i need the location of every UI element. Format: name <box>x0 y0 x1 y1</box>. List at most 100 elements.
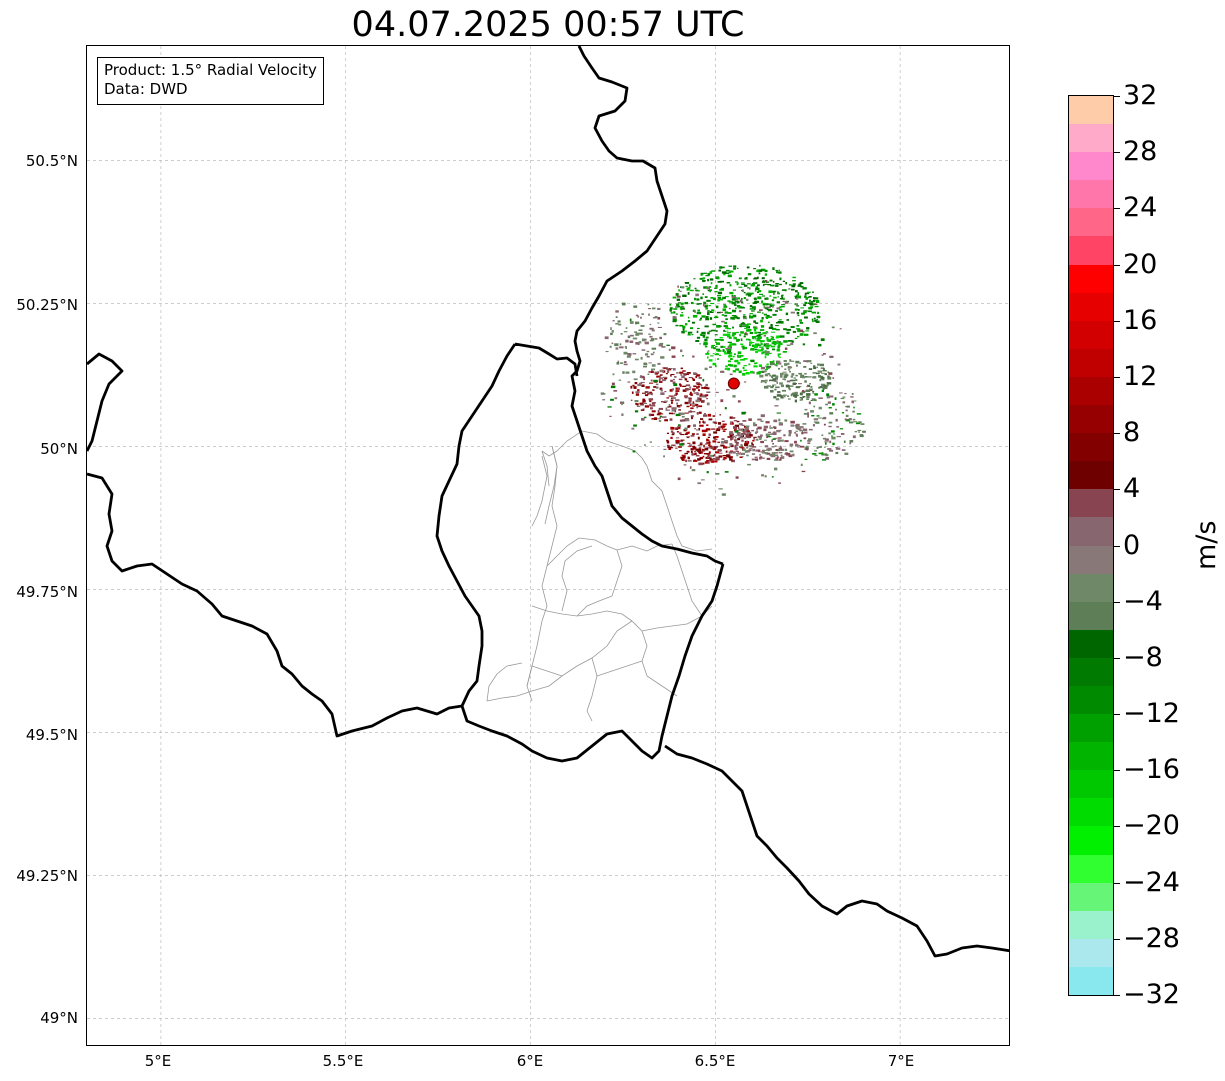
echo-pixel <box>817 363 820 366</box>
echo-pixel <box>735 442 739 444</box>
district-line <box>671 543 703 617</box>
echo-pixel <box>747 323 751 325</box>
echo-pixel <box>692 378 695 381</box>
echo-pixel <box>765 452 769 455</box>
echo-pixel <box>649 335 653 338</box>
echo-pixel <box>707 331 710 335</box>
echo-pixel <box>756 430 759 433</box>
echo-pixel <box>731 315 736 317</box>
echo-pixel <box>675 440 680 444</box>
echo-pixel <box>700 418 704 420</box>
echo-pixel <box>687 320 691 323</box>
echo-pixel <box>816 300 820 303</box>
echo-pixel <box>782 280 786 282</box>
echo-pixel <box>713 347 716 350</box>
echo-pixel <box>601 393 606 395</box>
echo-pixel <box>715 459 720 461</box>
echo-pixel <box>719 414 722 416</box>
echo-pixel <box>845 409 848 412</box>
echo-pixel <box>740 453 743 455</box>
echo-pixel <box>693 278 696 280</box>
echo-pixel <box>691 411 696 413</box>
echo-pixel <box>712 323 717 326</box>
echo-pixel <box>771 375 774 378</box>
radar-map[interactable] <box>86 45 1010 1046</box>
echo-pixel <box>758 364 762 367</box>
colorbar-tick-label: 0 <box>1123 529 1141 561</box>
echo-pixel <box>742 366 745 369</box>
echo-pixel <box>704 305 708 308</box>
echo-pixel <box>653 351 655 354</box>
echo-pixel <box>757 418 762 421</box>
echo-pixel <box>638 329 643 331</box>
echo-pixel <box>666 344 670 346</box>
echo-pixel <box>792 330 797 333</box>
echo-pixel <box>641 384 645 387</box>
echo-pixel <box>801 430 804 433</box>
echo-pixel <box>791 284 796 288</box>
echo-pixel <box>767 321 770 324</box>
echo-pixel <box>781 365 783 368</box>
echo-pixel <box>717 291 723 295</box>
echo-pixel <box>829 395 834 398</box>
echo-pixel <box>651 347 657 350</box>
echo-pixel <box>746 431 752 434</box>
echo-pixel <box>680 374 682 376</box>
echo-pixel <box>750 359 755 363</box>
echo-pixel <box>848 418 852 421</box>
echo-pixel <box>663 401 667 403</box>
echo-pixel <box>744 425 747 428</box>
echo-pixel <box>742 373 746 376</box>
colorbar-segment <box>1069 264 1113 294</box>
echo-pixel <box>709 278 714 281</box>
echo-pixel <box>743 358 748 360</box>
echo-pixel <box>797 292 799 295</box>
echo-pixel <box>681 416 685 418</box>
echo-pixel <box>635 332 639 336</box>
echo-pixel <box>643 362 648 366</box>
echo-pixel <box>649 403 652 407</box>
echo-pixel <box>654 402 656 404</box>
echo-pixel <box>635 314 639 317</box>
echo-pixel <box>726 454 731 458</box>
echo-pixel <box>726 333 731 336</box>
echo-pixel <box>729 435 733 437</box>
echo-pixel <box>758 296 762 300</box>
echo-pixel <box>741 289 744 292</box>
echo-pixel <box>816 366 818 369</box>
echo-pixel <box>828 449 834 452</box>
colorbar-tick-label: 16 <box>1123 304 1158 336</box>
echo-pixel <box>848 421 854 424</box>
echo-pixel <box>782 395 784 397</box>
colorbar-tick <box>1114 938 1120 940</box>
echo-pixel <box>788 340 792 342</box>
echo-pixel <box>740 331 744 334</box>
echo-pixel <box>679 419 685 422</box>
radar-site-marker <box>727 377 740 390</box>
echo-pixel <box>716 339 721 341</box>
echo-pixel <box>807 442 811 444</box>
echo-pixel <box>761 457 765 459</box>
colorbar-tick <box>1114 770 1120 772</box>
echo-pixel <box>816 446 819 449</box>
colorbar-segment <box>1069 882 1113 912</box>
echo-pixel <box>772 313 777 316</box>
echo-pixel <box>813 418 819 421</box>
echo-pixel <box>802 287 807 290</box>
echo-pixel <box>777 354 780 357</box>
echo-pixel <box>703 413 706 416</box>
echo-pixel <box>760 340 765 343</box>
echo-pixel <box>774 467 778 471</box>
echo-pixel <box>722 455 727 457</box>
echo-pixel <box>773 454 779 457</box>
echo-pixel <box>807 438 813 441</box>
echo-pixel <box>681 308 685 310</box>
echo-pixel <box>724 311 729 314</box>
echo-pixel <box>741 455 744 457</box>
echo-pixel <box>765 425 768 427</box>
echo-pixel <box>778 482 781 484</box>
echo-pixel <box>746 429 749 431</box>
echo-pixel <box>671 444 676 447</box>
echo-pixel <box>839 392 843 394</box>
echo-pixel <box>832 433 836 435</box>
